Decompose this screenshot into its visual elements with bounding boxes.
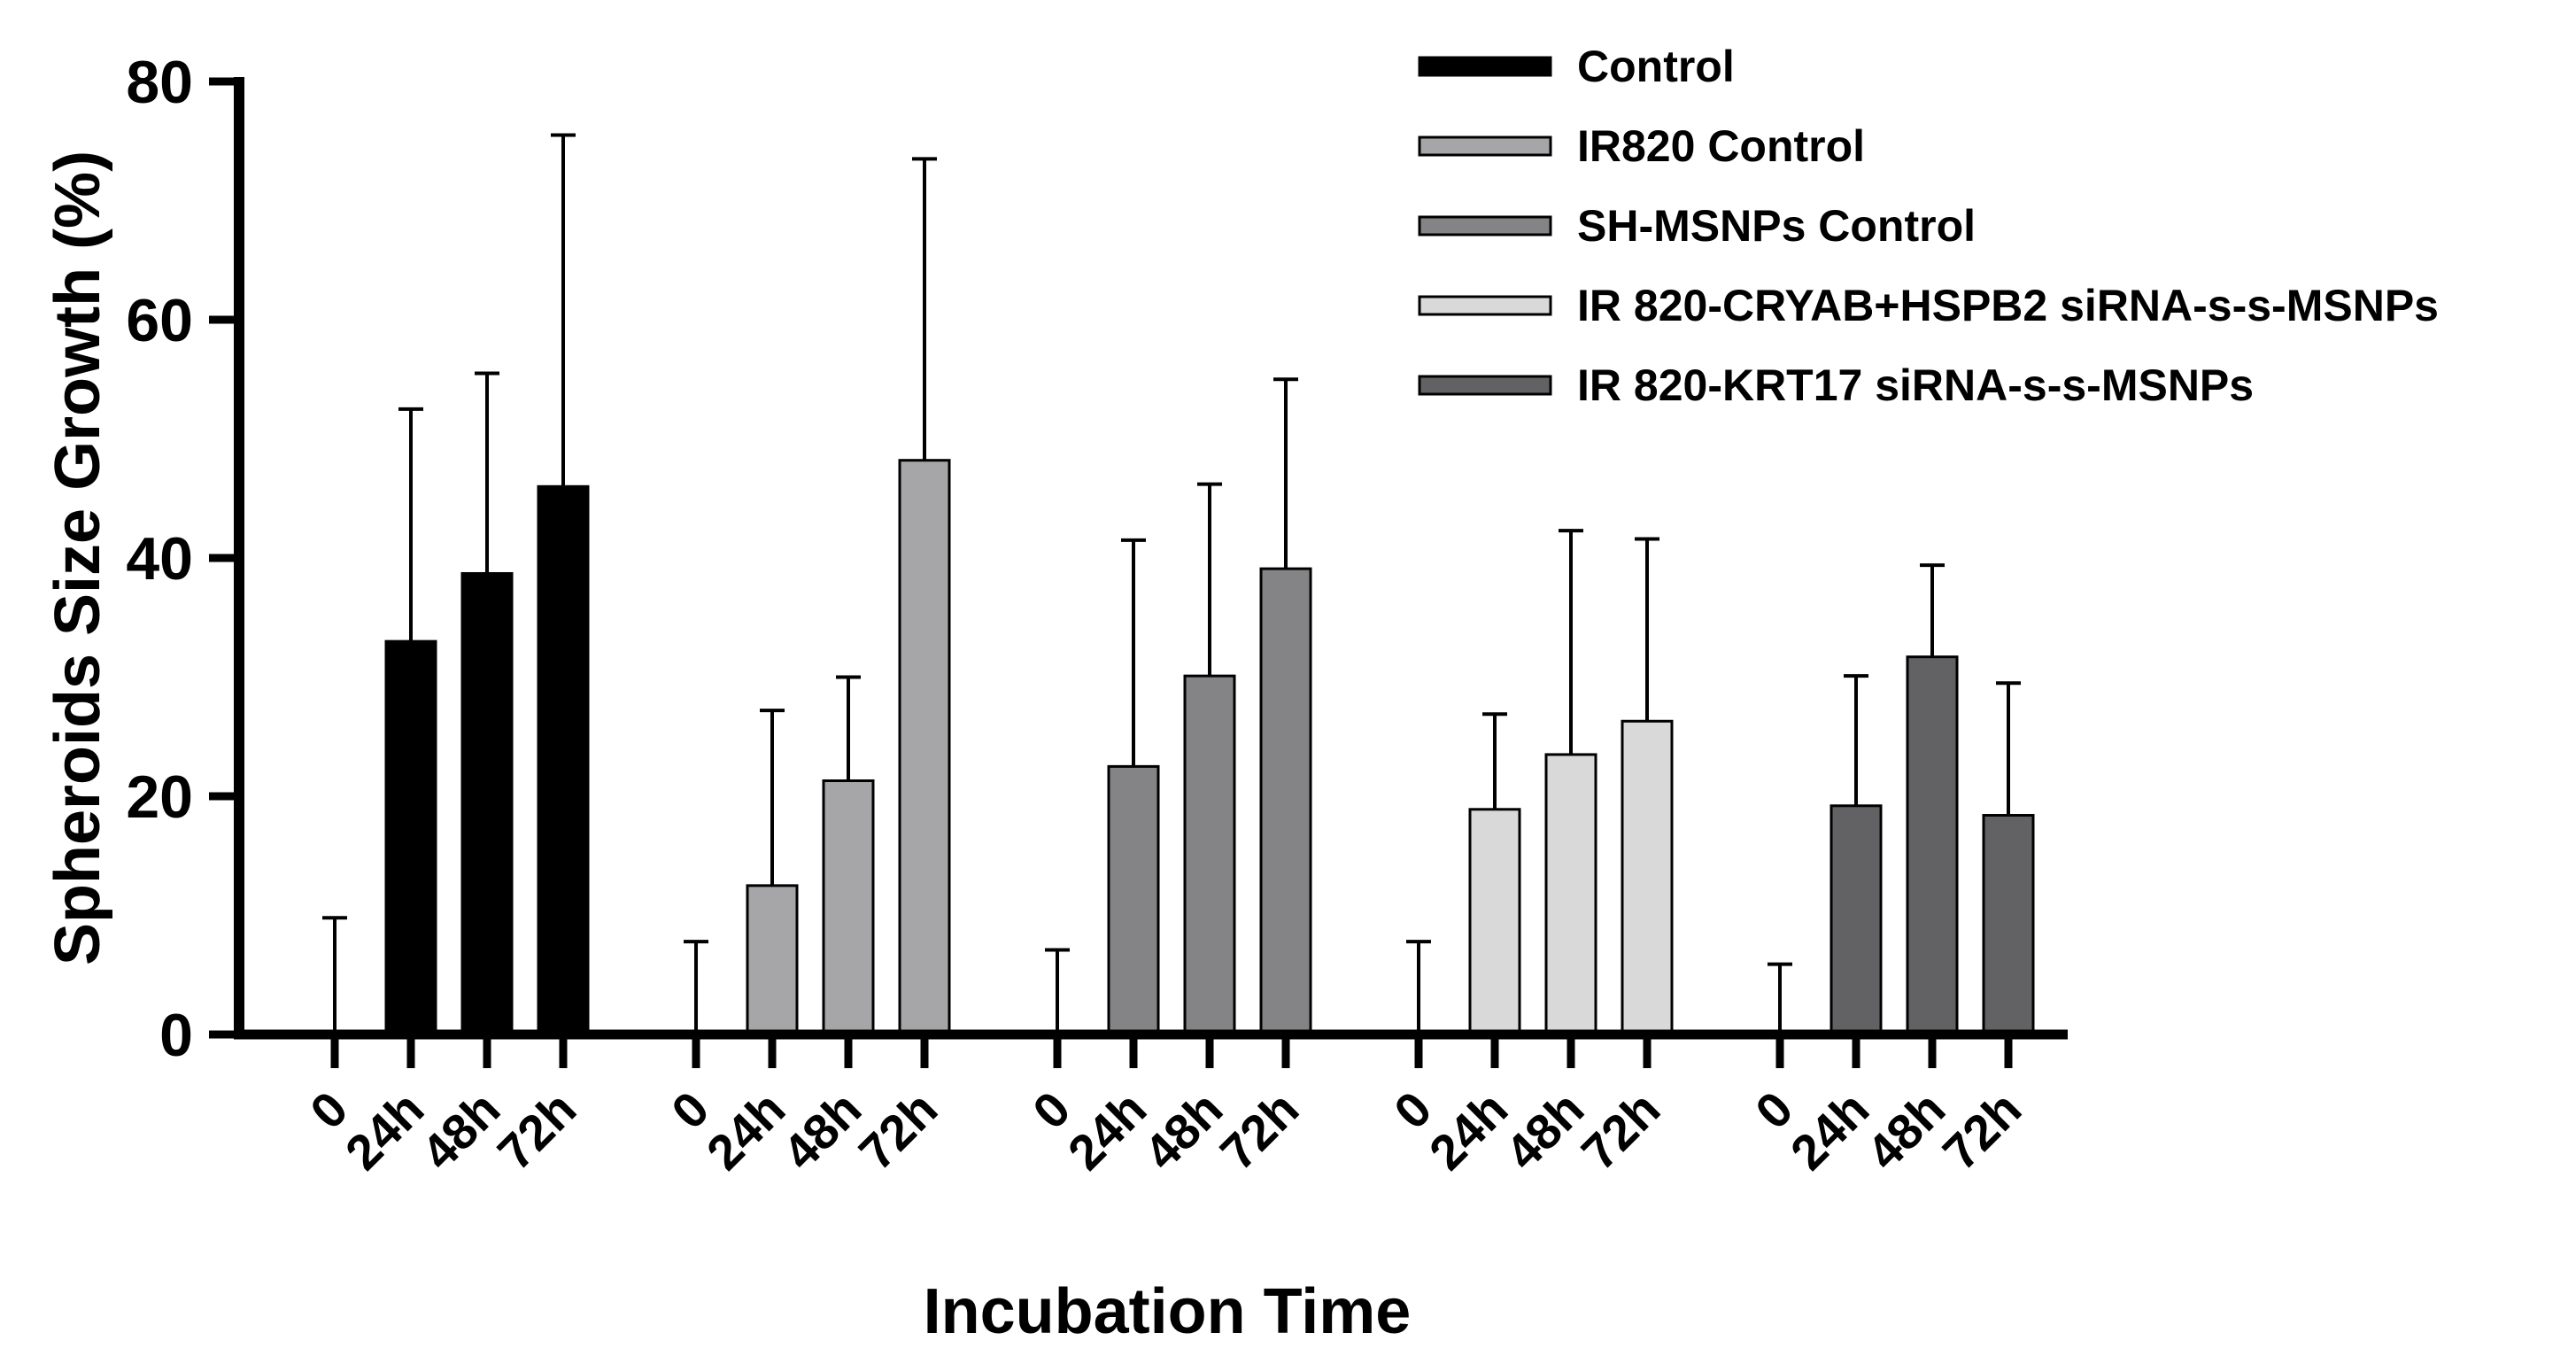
bar (1544, 753, 1597, 1036)
bar (1183, 674, 1236, 1036)
legend: Control IR820 Control SH-MSNPs Control IR 8… (1418, 42, 2439, 410)
y-tick-label: 80 (126, 49, 193, 116)
x-tick-label: 48h (411, 1081, 511, 1181)
x-tick-label: 48h (1856, 1081, 1956, 1181)
legend-label: IR820 Control (1577, 121, 1865, 171)
legend-swatch (1418, 56, 1552, 77)
x-tick-label: 72h (848, 1081, 948, 1181)
axes (209, 77, 2068, 1068)
x-tick-label: 72h (1932, 1081, 2032, 1181)
y-tick-label: 20 (126, 763, 193, 831)
y-tick-label: 0 (159, 1002, 193, 1069)
x-tick-label: 48h (1495, 1081, 1595, 1181)
bar (384, 639, 437, 1036)
bar (1107, 764, 1160, 1036)
legend-label: Control (1577, 42, 1735, 91)
legend-swatch (1418, 136, 1552, 157)
bar (460, 571, 514, 1036)
legend-swatch (1418, 215, 1552, 236)
bar (1906, 655, 1959, 1036)
bar (537, 484, 590, 1036)
y-tick-label: 60 (126, 287, 193, 354)
bar (1982, 814, 2035, 1036)
x-tick-label: 24h (335, 1081, 435, 1181)
x-tick-label: 72h (1571, 1081, 1671, 1181)
x-tick-label: 24h (696, 1081, 796, 1181)
bar (746, 884, 799, 1036)
x-tick-label: 24h (1780, 1081, 1880, 1181)
legend-label: IR 820-CRYAB+HSPB2 siRNA-s-s-MSNPs (1577, 281, 2439, 330)
x-tick-label: 72h (1210, 1081, 1310, 1181)
x-tick-label: 24h (1419, 1081, 1519, 1181)
y-axis-title: Spheroids Size Growth (%) (43, 151, 113, 965)
error-bars (322, 133, 2021, 1034)
x-axis-title: Incubation Time (924, 1276, 1412, 1347)
x-tick-label: 48h (1133, 1081, 1234, 1181)
legend-label: IR 820-KRT17 siRNA-s-s-MSNPs (1577, 360, 2254, 410)
y-tick-label: 40 (126, 525, 193, 593)
legend-swatch (1418, 295, 1552, 316)
x-tick-label: 72h (487, 1081, 587, 1181)
bar (1621, 719, 1674, 1036)
bar (822, 779, 875, 1036)
legend-swatch (1418, 375, 1552, 396)
bar (898, 459, 951, 1036)
legend-label: SH-MSNPs Control (1577, 201, 1976, 251)
x-tick-label: 48h (772, 1081, 872, 1181)
bar (1259, 567, 1312, 1036)
x-tick-label: 24h (1057, 1081, 1157, 1181)
bar (1468, 808, 1521, 1036)
bar (1830, 804, 1883, 1036)
